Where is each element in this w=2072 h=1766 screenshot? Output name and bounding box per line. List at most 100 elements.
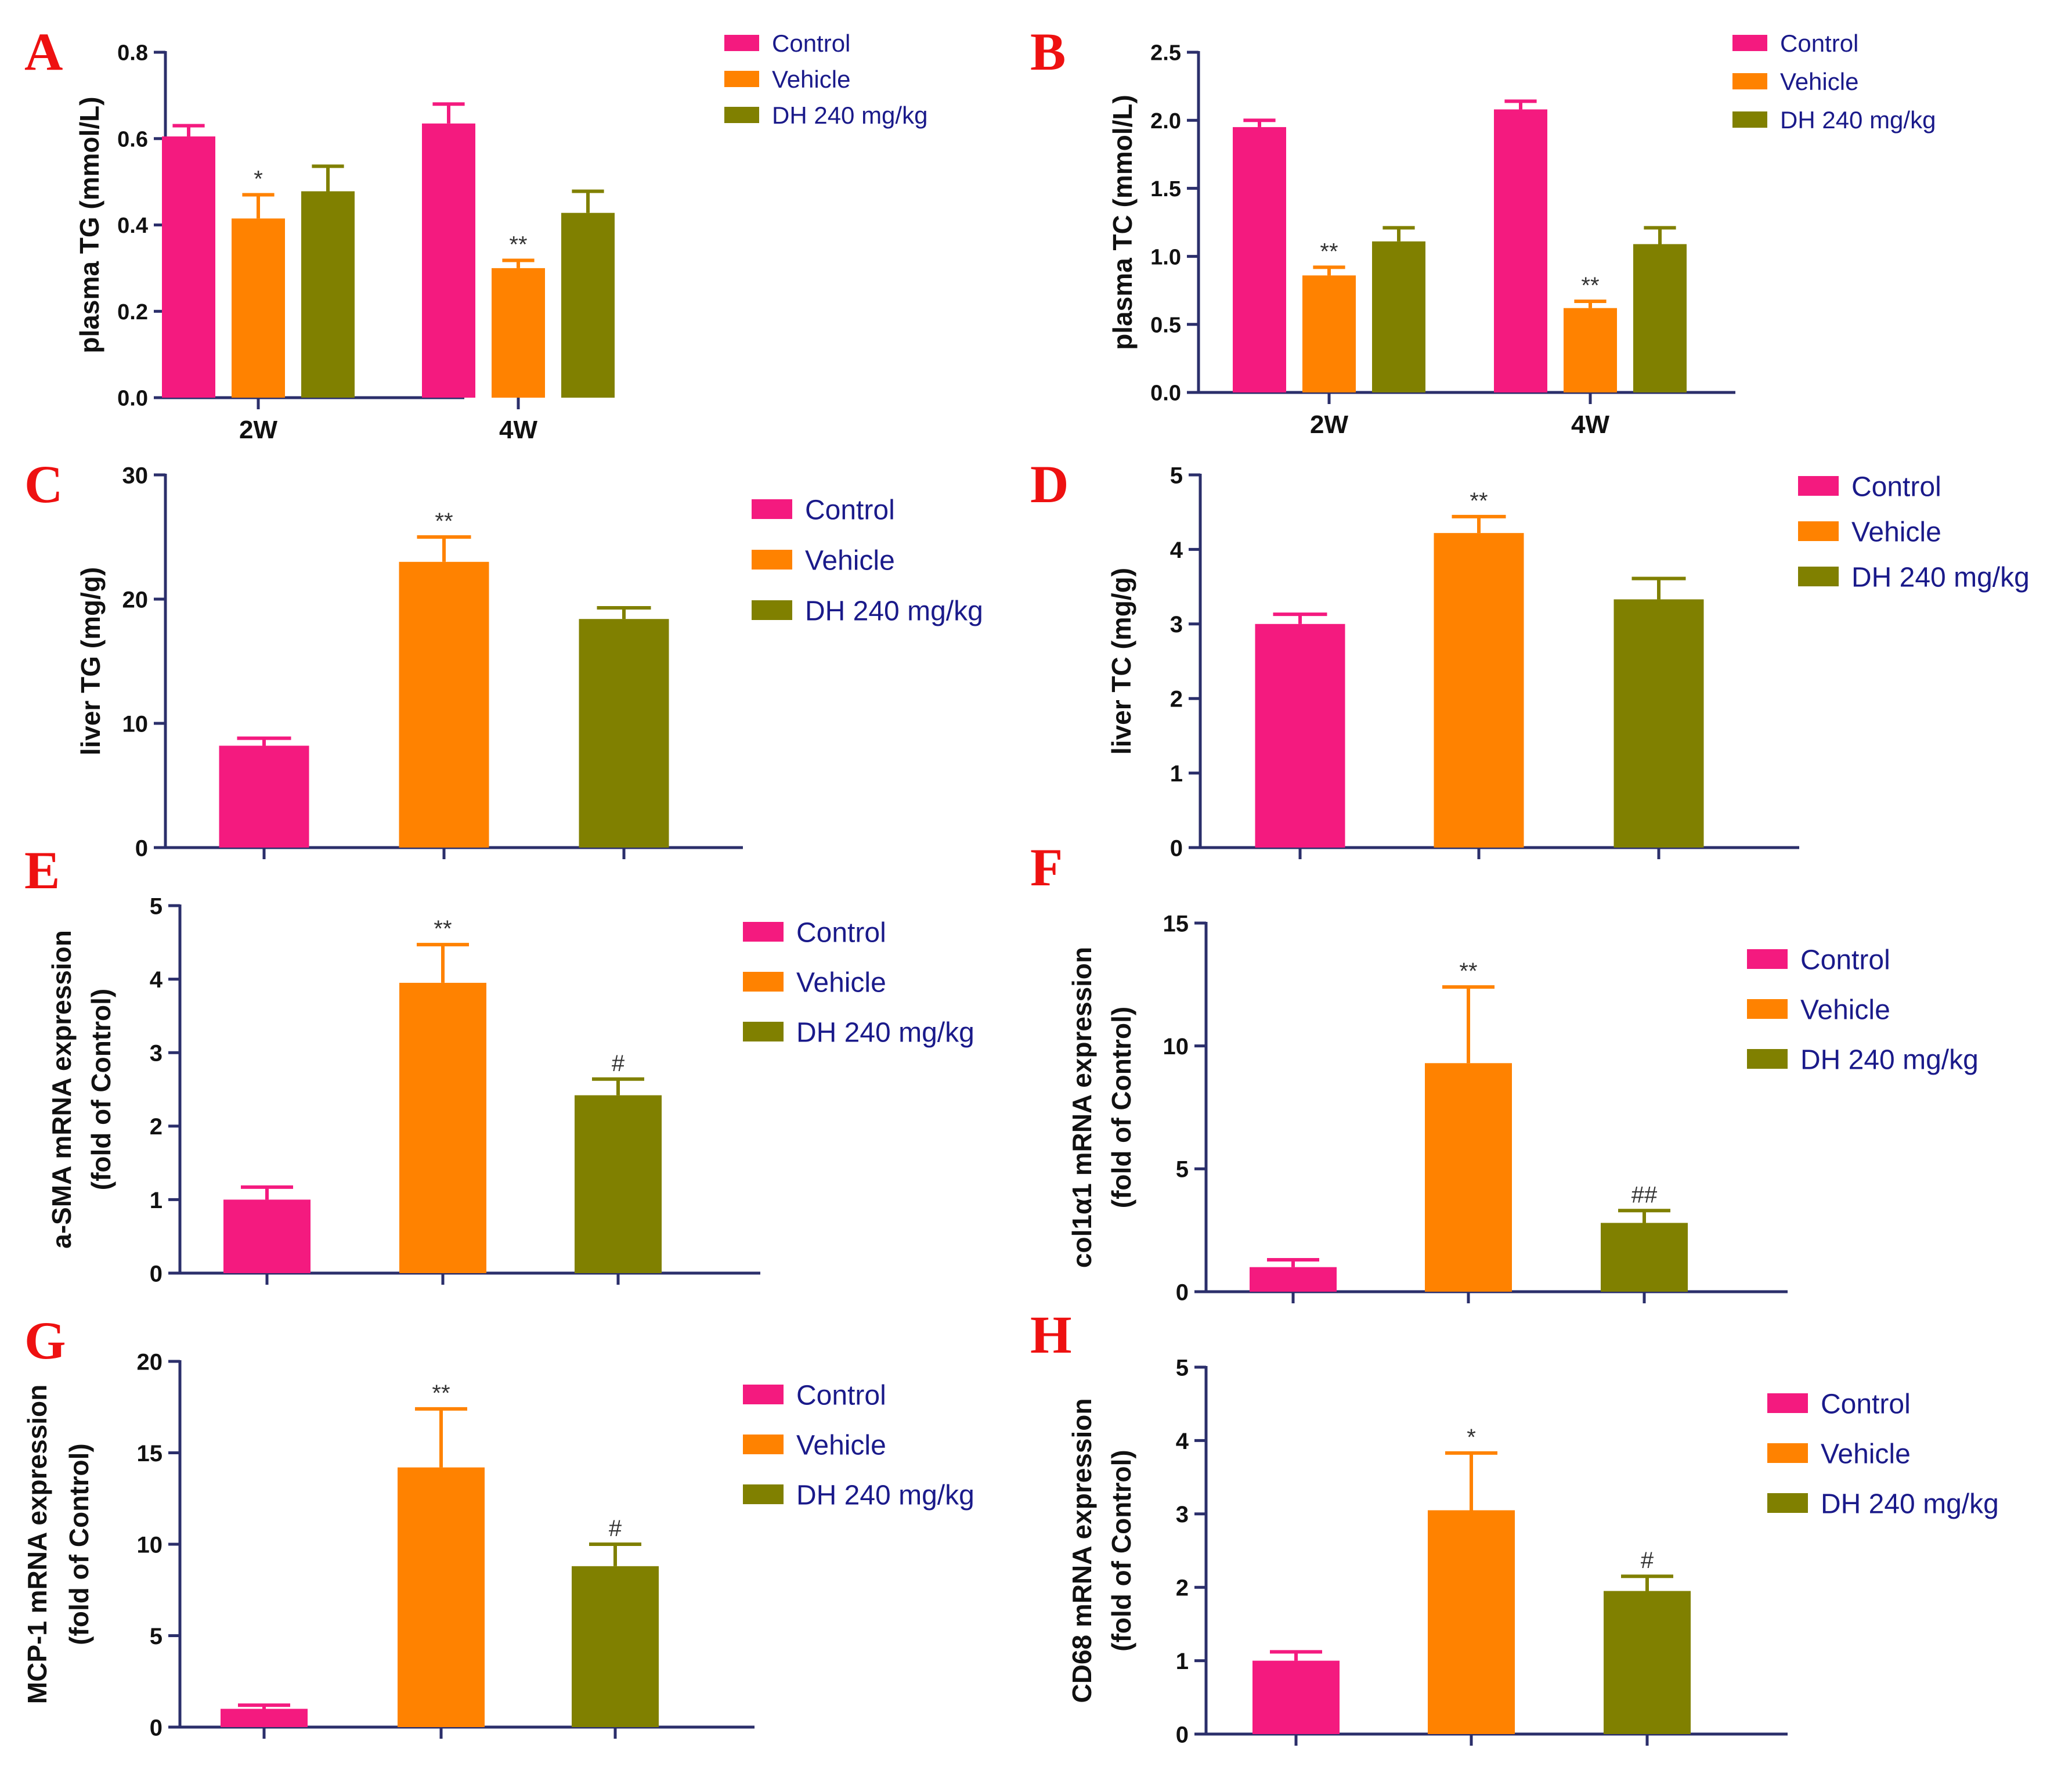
error-bar — [172, 124, 205, 137]
legend-label: Vehicle — [1821, 1439, 1911, 1469]
legend: Control Vehicle DH 240 mg/kg — [1798, 471, 2030, 593]
bar — [1613, 599, 1704, 848]
legend-label: Control — [772, 30, 850, 57]
panel-letter: D — [1030, 455, 1069, 514]
error-bar — [1243, 118, 1276, 127]
legend: Control Vehicle DH 240 mg/kg — [724, 30, 927, 129]
legend-label: DH 240 mg/kg — [1780, 106, 1936, 134]
y-tick-label: 0 — [1176, 1280, 1189, 1305]
y-tick-label: 0 — [135, 835, 148, 861]
bar — [301, 191, 355, 398]
legend: Control Vehicle DH 240 mg/kg — [1732, 30, 1936, 134]
bar — [399, 982, 486, 1273]
y-tick-label: 15 — [137, 1441, 163, 1466]
y-axis-label: a-SMA mRNA expression — [46, 930, 77, 1249]
legend-swatch — [1767, 1493, 1808, 1513]
error-bar — [1621, 1574, 1673, 1591]
significance-label: * — [1467, 1425, 1476, 1450]
error-bar — [502, 258, 535, 268]
error-bar — [1504, 99, 1537, 110]
significance-label: ** — [1470, 488, 1488, 514]
bar — [398, 1467, 485, 1727]
legend-label: Vehicle — [1851, 517, 1941, 547]
y-tick-label: 15 — [1163, 911, 1189, 936]
y-axis-label: (fold of Control) — [64, 1443, 94, 1645]
error-bar — [1313, 265, 1345, 276]
y-tick-label: 20 — [137, 1349, 163, 1375]
error-bar — [242, 193, 275, 219]
y-tick-label: 0 — [150, 1261, 163, 1286]
legend-swatch — [1798, 476, 1839, 496]
y-tick-label: 2 — [1170, 687, 1183, 712]
y-axis-label: col1α1 mRNA expression — [1067, 947, 1097, 1268]
bar — [1564, 308, 1617, 392]
legend-swatch — [1732, 35, 1767, 51]
legend: Control Vehicle DH 240 mg/kg — [1747, 945, 1979, 1075]
panel-letter: F — [1030, 838, 1063, 897]
bar — [422, 123, 475, 398]
bar — [1604, 1591, 1691, 1734]
bar — [1494, 109, 1547, 392]
legend-label: Control — [796, 917, 886, 948]
error-bar — [1270, 1650, 1322, 1661]
y-axis-label: plasma TC (mmol/L) — [1107, 95, 1138, 350]
bar — [1233, 127, 1286, 393]
y-tick-label: 0 — [150, 1715, 163, 1740]
x-category-label: 2W — [1310, 410, 1348, 439]
y-tick-label: 0.6 — [117, 127, 148, 152]
bar — [1252, 1660, 1340, 1734]
legend-label: Control — [796, 1380, 886, 1411]
y-tick-label: 0 — [1176, 1722, 1189, 1747]
significance-label: ** — [1459, 958, 1477, 984]
error-bar — [1644, 226, 1676, 244]
legend-swatch — [743, 1385, 784, 1404]
y-tick-label: 1.5 — [1150, 177, 1181, 201]
legend-label: Control — [805, 495, 895, 525]
legend-swatch — [1747, 999, 1788, 1019]
bar — [1255, 623, 1345, 848]
bar — [1633, 244, 1687, 392]
bar — [162, 136, 215, 398]
panel-letter: B — [1030, 22, 1066, 81]
y-axis-label: CD68 mRNA expression — [1067, 1399, 1097, 1703]
error-bar — [597, 606, 651, 619]
y-axis-label: (fold of Control) — [1106, 1450, 1136, 1651]
bar — [1434, 533, 1524, 848]
bar — [579, 619, 669, 848]
y-tick-label: 5 — [150, 893, 163, 919]
y-tick-label: 1 — [150, 1188, 163, 1213]
significance-label: # — [1641, 1548, 1654, 1573]
legend-label: Vehicle — [772, 66, 850, 93]
legend-label: Control — [1821, 1389, 1911, 1419]
error-bar — [238, 1703, 290, 1709]
y-tick-label: 10 — [137, 1532, 163, 1558]
significance-label: ## — [1631, 1182, 1658, 1208]
legend-label: Vehicle — [1780, 68, 1858, 95]
bar — [223, 1199, 311, 1273]
x-category-label: 4W — [1571, 410, 1609, 439]
legend-swatch — [743, 1022, 784, 1041]
y-axis-label: (fold of Control) — [86, 989, 116, 1190]
error-bar — [1267, 1257, 1319, 1267]
legend-label: DH 240 mg/kg — [796, 1480, 974, 1511]
bar — [1428, 1510, 1515, 1734]
legend-swatch — [743, 1435, 784, 1454]
significance-label: ** — [435, 509, 453, 534]
legend-swatch — [1767, 1393, 1808, 1413]
legend-label: Control — [1800, 945, 1890, 975]
bar — [1250, 1267, 1337, 1292]
legend-label: DH 240 mg/kg — [772, 102, 927, 129]
legend: Control Vehicle DH 240 mg/kg — [1767, 1389, 1999, 1519]
y-tick-label: 5 — [1176, 1355, 1189, 1381]
legend-label: Vehicle — [805, 545, 895, 576]
y-tick-label: 0.4 — [117, 214, 148, 238]
y-tick-label: 5 — [1176, 1157, 1189, 1183]
significance-label: * — [254, 166, 263, 192]
bar — [219, 745, 309, 848]
bar — [221, 1709, 308, 1727]
